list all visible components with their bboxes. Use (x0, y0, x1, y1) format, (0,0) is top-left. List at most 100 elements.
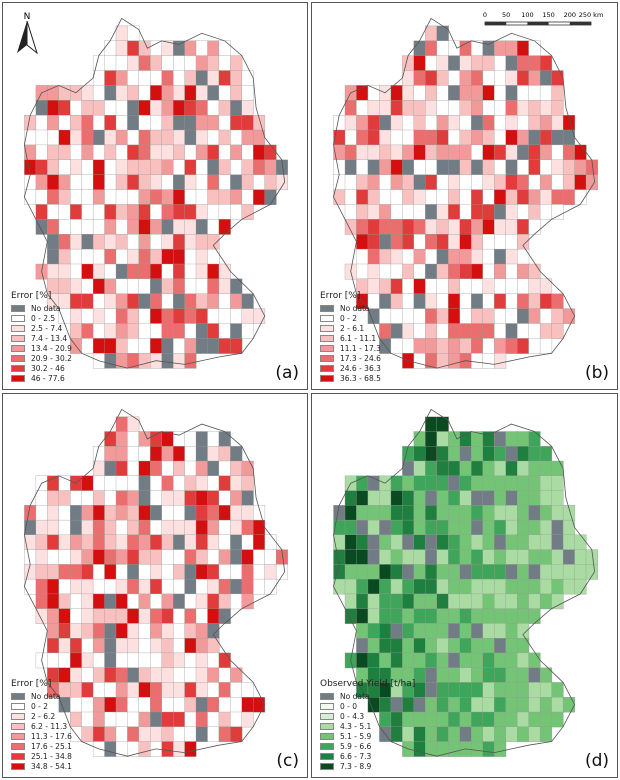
district-cell (115, 623, 128, 639)
district-cell (115, 159, 128, 176)
legend-swatch (320, 732, 334, 740)
district-cell (207, 100, 220, 116)
district-cell (528, 578, 541, 595)
district-cell (402, 55, 415, 71)
district-cell (150, 100, 163, 116)
district-cell (195, 129, 208, 146)
district-cell (150, 308, 163, 324)
district-cell (356, 234, 369, 250)
district-cell (528, 159, 541, 176)
legend-swatch (320, 722, 334, 730)
district-cell (173, 293, 186, 310)
district-cell (173, 431, 186, 447)
district-cell (115, 564, 128, 580)
district-cell (448, 697, 461, 713)
district-cell (207, 234, 220, 250)
district-cell (528, 726, 541, 742)
district-cell (104, 638, 117, 654)
district-cell (92, 293, 105, 310)
district-cell (161, 55, 174, 71)
germany-map-b (333, 17, 598, 369)
district-cell (173, 564, 186, 580)
district-cell (138, 248, 151, 265)
legend-entry: 17.6 - 25.1 (11, 741, 72, 751)
district-cell (127, 490, 140, 506)
district-cell (356, 578, 369, 595)
district-cell (528, 323, 541, 339)
district-cell (173, 308, 186, 324)
district-cell (207, 682, 220, 698)
district-cell (184, 608, 197, 624)
district-cell (448, 623, 461, 639)
district-cell (218, 711, 231, 728)
district-cell (436, 308, 449, 324)
district-cell (184, 204, 197, 220)
district-cell (551, 85, 564, 101)
district-cell (436, 711, 449, 728)
district-cell (517, 174, 530, 191)
district-cell (344, 100, 357, 116)
district-cell (184, 115, 197, 131)
district-cell (402, 174, 415, 191)
legend-swatch (320, 742, 334, 750)
district-cell (92, 189, 105, 205)
district-cell (494, 40, 507, 57)
district-cell (161, 741, 174, 757)
legend-label: 17.6 - 25.1 (31, 741, 72, 751)
district-cell (35, 159, 48, 176)
district-cell (367, 234, 380, 250)
district-cell (413, 578, 426, 595)
district-cell (528, 667, 541, 683)
district-cell (425, 578, 438, 595)
district-cell (482, 353, 495, 369)
district-cell (138, 475, 151, 492)
district-cell (539, 593, 553, 610)
legend-entry: 24.6 - 36.3 (320, 363, 381, 373)
district-cell (551, 308, 564, 324)
district-cell (241, 323, 254, 339)
district-cell (425, 505, 438, 521)
district-cell (81, 638, 94, 654)
district-cell (402, 219, 415, 235)
district-cell (207, 338, 220, 354)
district-cell (104, 234, 117, 250)
district-cell (528, 85, 541, 101)
district-cell (379, 623, 392, 639)
district-cell (459, 219, 472, 235)
district-cell (436, 490, 449, 506)
district-cell (115, 308, 128, 324)
legend-entry: No data (320, 303, 381, 313)
district-cell (425, 652, 438, 669)
district-cell (184, 55, 197, 71)
district-cell (539, 711, 553, 728)
district-cell (390, 115, 403, 131)
district-cell (436, 70, 449, 86)
district-cell (367, 219, 380, 235)
district-cell (528, 608, 541, 624)
district-cell (127, 263, 140, 280)
district-cell (494, 638, 507, 654)
district-cell (482, 40, 495, 57)
panel-label: (b) (584, 363, 609, 383)
district-cell (195, 490, 208, 506)
district-cell (505, 308, 518, 324)
district-cell (344, 204, 357, 220)
district-cell (356, 593, 369, 610)
district-cell (344, 593, 357, 610)
district-cell (413, 446, 426, 462)
district-cell (471, 85, 484, 101)
district-cell (413, 204, 426, 220)
district-cell (505, 248, 518, 265)
district-cell (413, 460, 426, 477)
district-cell (482, 505, 495, 521)
district-cell (173, 623, 186, 639)
district-cell (127, 40, 140, 57)
district-cell (195, 174, 208, 191)
district-cell (459, 505, 472, 521)
district-cell (367, 608, 380, 624)
legend-swatch (320, 314, 334, 322)
legend-entry: 17.3 - 24.6 (320, 353, 381, 363)
district-cell (24, 189, 37, 205)
district-cell (482, 460, 495, 477)
district-cell (47, 505, 60, 521)
